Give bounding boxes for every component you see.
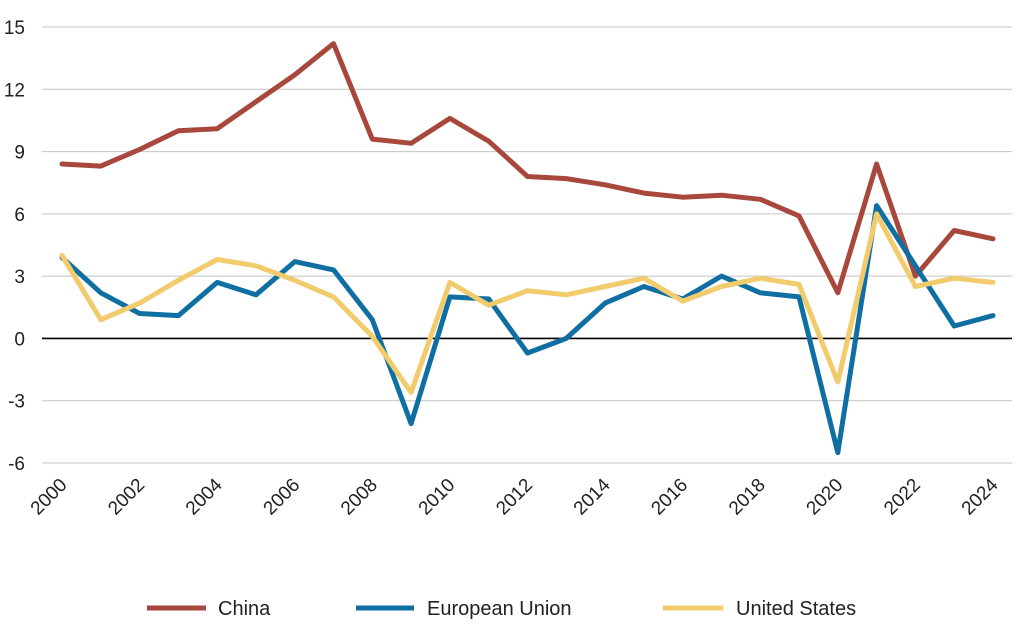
y-tick-label: 9 (14, 143, 25, 164)
x-axis: 2000 2002 2004 2006 2008 2010 2012 2014 2016 2018… (27, 474, 1003, 519)
x-tick-label: 2022 (880, 475, 925, 520)
series-lines (59, 41, 996, 456)
x-tick-label: 2016 (647, 475, 692, 520)
x-tick-label: 2010 (415, 475, 460, 520)
legend: China European Union United States (147, 598, 856, 620)
series-line-china (59, 41, 996, 296)
gridlines (42, 26, 1012, 464)
x-tick-label: 2018 (725, 475, 770, 520)
legend-label-european-union: European Union (427, 598, 572, 620)
x-tick-label: 2002 (104, 475, 149, 520)
y-tick-label: 3 (14, 267, 25, 288)
y-tick-label: 0 (14, 329, 25, 350)
series-line-european-union (59, 203, 996, 456)
x-tick-label: 2012 (492, 475, 537, 520)
legend-label-united-states: United States (736, 598, 856, 620)
legend-label-china: China (218, 598, 271, 620)
x-tick-label: 2024 (958, 474, 1003, 519)
x-tick-label: 2020 (803, 475, 848, 520)
x-tick-label: 2014 (570, 474, 615, 519)
y-axis: 15 12 9 6 3 0 -3 -6 (4, 18, 25, 475)
y-tick-label: 15 (4, 18, 25, 39)
y-tick-label: 6 (14, 205, 25, 226)
x-tick-label: 2006 (260, 475, 305, 520)
x-tick-label: 2008 (337, 475, 382, 520)
x-tick-label: 2000 (27, 475, 72, 520)
x-tick-label: 2004 (182, 474, 227, 519)
y-tick-label: -6 (8, 454, 25, 475)
y-tick-label: -3 (8, 392, 25, 413)
y-tick-label: 12 (4, 80, 25, 101)
series-line-united-states (59, 211, 996, 395)
